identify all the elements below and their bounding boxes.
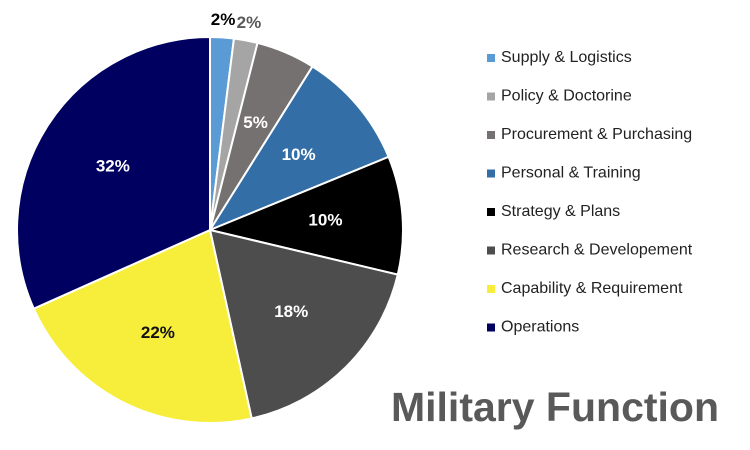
legend-label: Personal & Training bbox=[501, 165, 641, 182]
pie-slice bbox=[208, 228, 399, 420]
legend-swatch bbox=[487, 208, 495, 216]
data-label: 2% bbox=[211, 10, 236, 29]
data-label: 10% bbox=[308, 210, 342, 229]
legend-swatch bbox=[487, 323, 495, 332]
legend-label: Operations bbox=[501, 319, 579, 336]
pie-slice bbox=[206, 155, 404, 276]
legend-swatch bbox=[487, 285, 495, 293]
data-label: 5% bbox=[243, 113, 268, 132]
data-label: 10% bbox=[282, 145, 316, 164]
pie-slice bbox=[32, 228, 253, 424]
data-label: 18% bbox=[274, 302, 308, 321]
legend-swatch bbox=[487, 92, 495, 101]
chart-title: Military Function bbox=[391, 384, 719, 430]
legend-label: Capability & Requirement bbox=[501, 280, 683, 297]
legend-swatch bbox=[487, 169, 495, 178]
legend-label: Strategy & Plans bbox=[501, 203, 620, 220]
legend-label: Research & Developement bbox=[501, 242, 693, 259]
pie-slice bbox=[207, 65, 390, 233]
legend-label: Procurement & Purchasing bbox=[501, 126, 692, 143]
legend-label: Policy & Doctorine bbox=[501, 88, 632, 105]
data-label: 22% bbox=[141, 323, 175, 342]
legend-swatch bbox=[487, 54, 495, 62]
legend-swatch bbox=[487, 131, 495, 139]
legend-label: Supply & Logistics bbox=[501, 49, 632, 66]
legend-swatch bbox=[487, 246, 495, 255]
data-label: 2% bbox=[237, 13, 262, 32]
data-label: 32% bbox=[96, 156, 130, 175]
pie-slice bbox=[16, 35, 211, 311]
